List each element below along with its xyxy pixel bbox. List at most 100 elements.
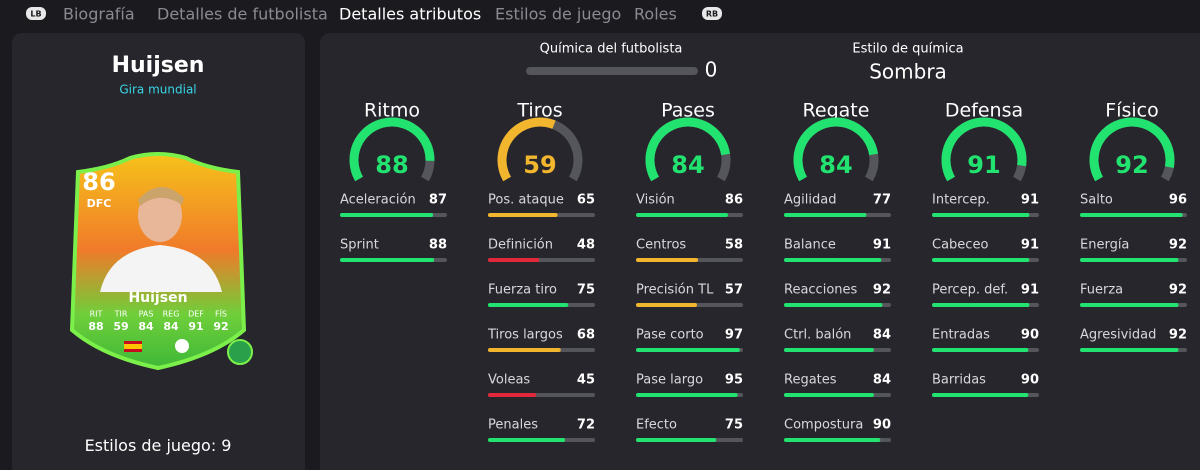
card-stat-label: RIT [90, 310, 103, 319]
tab-bar: LB RB Biografía Detalles de futbolista Detal… [26, 5, 722, 24]
card-stat-value: 84 [163, 320, 179, 333]
attribute-name: Precisión TL [636, 283, 714, 298]
shoulder-button-bg [26, 7, 46, 20]
gauge-fill [349, 117, 435, 182]
attribute-name: Aceleración [340, 193, 416, 208]
tab[interactable]: Detalles de futbolista [157, 5, 328, 24]
attribute-name: Energía [1080, 238, 1129, 253]
attribute-columns: Ritmo 88 Aceleración 87 Sprint 88 Tiros 59 Pos. … [340, 100, 1187, 442]
attribute-name: Ctrl. balón [784, 328, 851, 343]
card-stat-label: FÍS [215, 308, 227, 319]
attribute-name: Fuerza [1080, 283, 1123, 298]
chemistry-style: Sombra [869, 60, 947, 84]
playstyles: Estilos de juego: 9 [85, 436, 232, 455]
category-value: 91 [967, 151, 1000, 179]
category-name: Regate [803, 100, 870, 122]
attribute-name: Salto [1080, 193, 1113, 208]
attribute-name: Reacciones [784, 283, 858, 298]
attribute-value: 92 [1169, 238, 1187, 253]
attribute-bar [636, 213, 729, 217]
attribute-bar [784, 303, 883, 307]
attribute-bar [340, 213, 434, 217]
attribute-name: Pos. ataque [488, 193, 564, 208]
attribute-name: Tiros largos [487, 328, 563, 343]
card-stat-label: TIR [114, 310, 128, 319]
attribute-value: 87 [429, 193, 447, 208]
attribute-value: 90 [873, 418, 891, 433]
tab[interactable]: Biografía [63, 5, 135, 24]
attribute-name: Centros [636, 238, 686, 253]
player-shirt [100, 245, 222, 292]
attribute-name: Fuerza tiro [488, 283, 557, 298]
category-value: 84 [819, 151, 852, 179]
attribute-bar [636, 438, 717, 442]
attribute-value: 97 [725, 328, 743, 343]
attribute-name: Pase largo [636, 373, 703, 388]
attribute-bar [488, 213, 558, 217]
category-name: Pases [661, 100, 715, 122]
attribute-bar [636, 393, 738, 397]
attribute-bar [340, 258, 435, 262]
gauge-fill [793, 117, 879, 182]
gauge-fill [941, 117, 1027, 182]
playstyles-count: 9 [221, 436, 231, 455]
attribute-bar [1080, 348, 1179, 352]
attribute-bar [1080, 213, 1183, 217]
attribute-value: 92 [1169, 328, 1187, 343]
attribute-bar [784, 348, 874, 352]
playstyles-label: Estilos de juego: [85, 436, 217, 455]
tab[interactable]: Estilos de juego [495, 5, 621, 24]
flag-stripe [124, 344, 142, 349]
attribute-bar [488, 393, 537, 397]
attribute-value: 91 [1021, 238, 1039, 253]
card-position: DFC [87, 197, 112, 210]
shoulder-button: LB [30, 10, 41, 19]
attribute-name: Balance [784, 238, 836, 253]
attribute-value: 91 [873, 238, 891, 253]
category-name: Ritmo [364, 100, 420, 122]
card-rating: 86 [82, 168, 115, 196]
attribute-name: Percep. def. [932, 283, 1008, 298]
attribute-name: Sprint [340, 238, 379, 253]
card-stat-label: PAS [139, 310, 154, 319]
attribute-bar [932, 393, 1029, 397]
club-badge [175, 339, 189, 353]
attribute-value: 88 [429, 238, 447, 253]
card-stat-label: DEF [188, 310, 204, 319]
attribute-value: 92 [1169, 283, 1187, 298]
tab[interactable]: Detalles atributos [339, 5, 481, 24]
attribute-value: 84 [873, 373, 891, 388]
attribute-name: Voleas [488, 373, 530, 388]
tab[interactable]: Roles [634, 5, 677, 24]
gauge-fill [497, 117, 556, 182]
attribute-value: 65 [577, 193, 595, 208]
attribute-bar [932, 303, 1030, 307]
card-stat-label: REG [163, 310, 180, 319]
attribute-name: Efecto [636, 418, 677, 433]
attribute-bar [784, 393, 874, 397]
gauge-fill [1089, 117, 1175, 182]
promo: Gira mundial [119, 83, 196, 97]
attribute-value: 96 [1169, 193, 1187, 208]
category-name: Tiros [516, 100, 562, 122]
attribute-value: 75 [577, 283, 595, 298]
category-value: 92 [1115, 151, 1148, 179]
playstyle-icon [227, 339, 253, 365]
attribute-value: 84 [873, 328, 891, 343]
card-stat-value: 59 [113, 320, 128, 333]
attribute-name: Agilidad [784, 193, 836, 208]
card-stat-value: 84 [138, 320, 154, 333]
card-stat-value: 88 [88, 320, 103, 333]
attribute-value: 45 [577, 373, 595, 388]
player-name: Huijsen [112, 53, 205, 78]
attribute-bar [784, 213, 867, 217]
attribute-bar [1080, 258, 1179, 262]
attribute-bar [784, 258, 882, 262]
attribute-value: 92 [873, 283, 891, 298]
attribute-bar [932, 258, 1030, 262]
attribute-value: 48 [577, 238, 595, 253]
attribute-name: Visión [636, 193, 675, 208]
attribute-value: 91 [1021, 193, 1039, 208]
